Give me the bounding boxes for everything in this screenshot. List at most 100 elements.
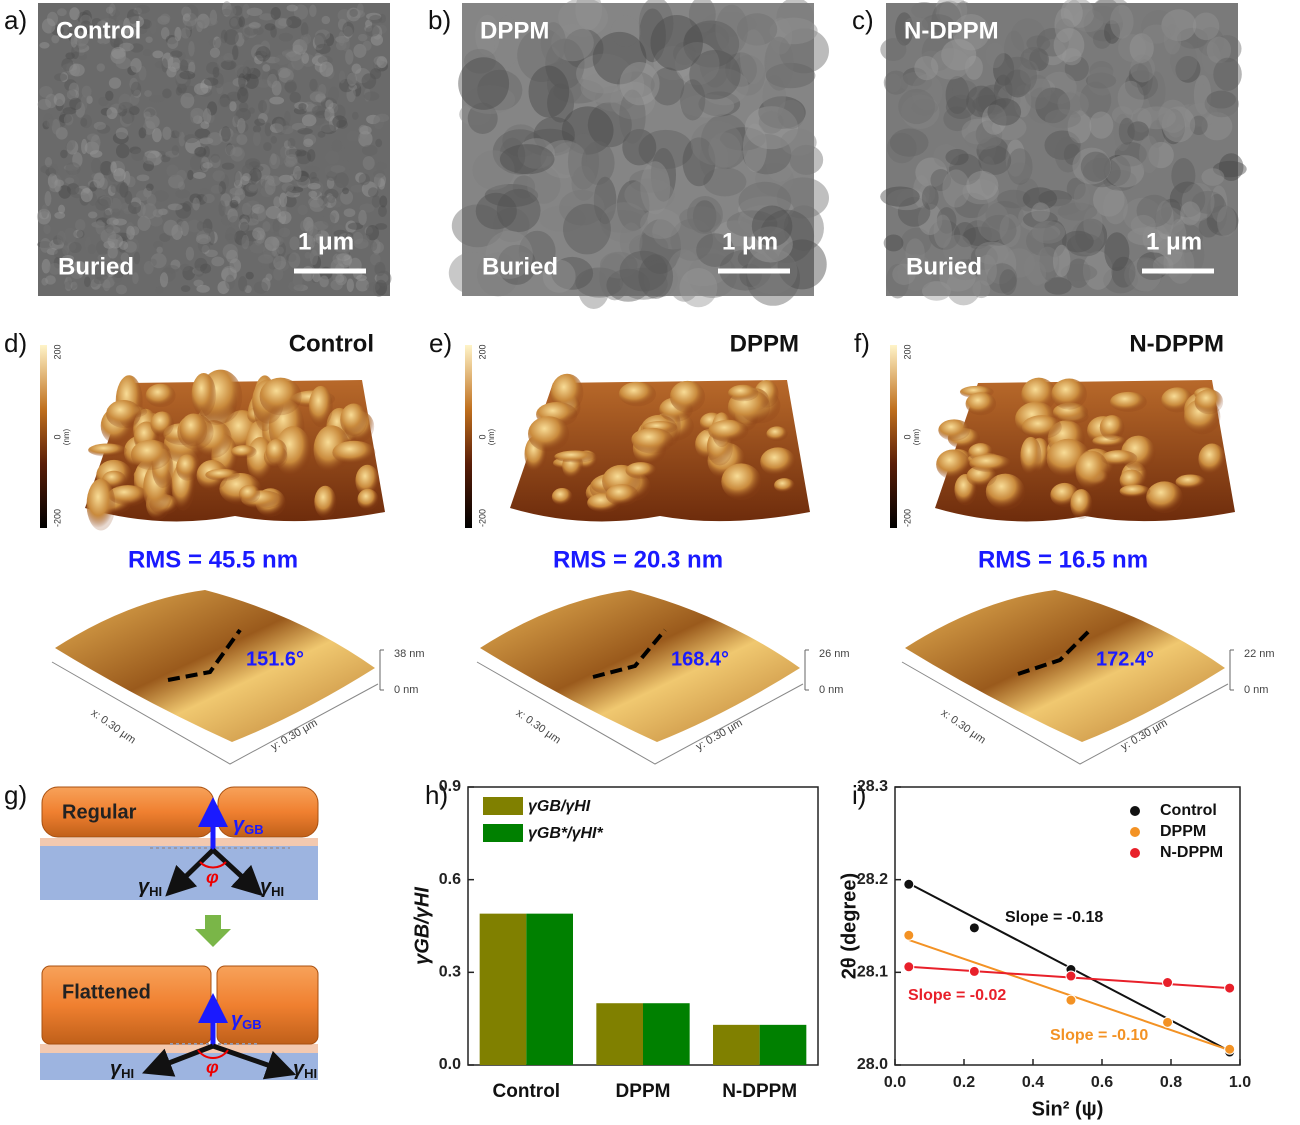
sem-grain xyxy=(128,106,140,116)
sem-grain xyxy=(321,60,332,74)
sem-grain xyxy=(303,216,314,232)
sem-grain xyxy=(73,229,84,239)
sem-grain xyxy=(332,271,341,282)
sem-grain xyxy=(297,204,308,216)
x-tick-label: 0.2 xyxy=(953,1074,975,1091)
afm-grain xyxy=(527,416,570,452)
sem-grain xyxy=(221,267,237,283)
legend-swatch xyxy=(483,824,523,842)
sem-grain xyxy=(162,126,172,140)
sem-grain xyxy=(1197,27,1225,57)
sem-grain xyxy=(650,14,703,71)
sem-grain xyxy=(1073,183,1091,211)
sem-grain xyxy=(251,168,261,184)
sem-grain xyxy=(280,125,294,135)
sem-grain xyxy=(192,115,203,124)
gamma-subscript: GB xyxy=(244,822,264,837)
sem-grain xyxy=(159,232,171,242)
sem-grain xyxy=(270,25,277,38)
sem-grain xyxy=(91,172,104,180)
sem-grain xyxy=(229,101,237,112)
sem-grain xyxy=(320,97,337,110)
sem-grain xyxy=(112,218,127,226)
sem-grain xyxy=(1113,113,1132,152)
sem-grain xyxy=(182,201,192,212)
sem-grain xyxy=(736,13,778,46)
sem-grain xyxy=(987,98,1022,126)
sem-grain xyxy=(60,72,69,83)
sem-grain xyxy=(143,260,154,275)
sem-grain xyxy=(41,277,49,286)
sem-grain xyxy=(715,4,748,55)
sem-grain xyxy=(211,256,225,267)
sem-grain xyxy=(255,234,265,245)
sem-grain xyxy=(319,236,327,248)
sem-grain xyxy=(670,218,714,261)
sem-grain xyxy=(199,137,214,145)
sem-grain xyxy=(897,254,934,291)
sem-grain xyxy=(622,129,657,166)
sem-grain xyxy=(242,24,258,39)
sem-grain xyxy=(975,86,1001,120)
sem-grain xyxy=(198,87,213,97)
sem-grain xyxy=(320,123,335,133)
sem-grain xyxy=(180,92,195,109)
sem-grain xyxy=(306,149,316,162)
sem-grain xyxy=(1212,35,1242,63)
sem-grain xyxy=(272,251,280,261)
angle-label: 172.4° xyxy=(1096,648,1154,670)
sem-grain xyxy=(1218,153,1244,182)
sem-grain xyxy=(1161,9,1197,42)
sem-grain xyxy=(475,14,500,57)
sem-grain xyxy=(78,53,88,60)
sem-grain xyxy=(275,120,290,131)
sem-grain xyxy=(311,181,324,195)
sem-grain xyxy=(379,195,388,208)
sem-grain xyxy=(293,284,309,292)
y-tick-label: 28.0 xyxy=(857,1056,888,1073)
sem-grain xyxy=(178,131,186,147)
sem-grain xyxy=(1044,130,1081,160)
sem-grain xyxy=(1169,219,1187,255)
sem-grain xyxy=(308,190,318,198)
sem-grain xyxy=(91,18,103,29)
sem-grain xyxy=(699,138,729,180)
sem-grain xyxy=(448,251,498,295)
sem-grain xyxy=(981,214,1017,246)
sem-grain xyxy=(314,32,327,49)
sem-grain xyxy=(175,70,189,85)
sem-grain xyxy=(502,124,540,158)
sem-grain xyxy=(89,181,98,192)
sem-grain xyxy=(619,267,668,300)
sem-grain xyxy=(278,227,291,238)
sem-grain xyxy=(190,110,200,124)
sem-grain xyxy=(259,40,271,56)
sem-grain xyxy=(895,12,914,46)
sem-grain xyxy=(358,209,367,226)
sem-grain xyxy=(133,7,143,15)
gb-profile xyxy=(167,628,242,682)
sem-grain xyxy=(207,101,218,116)
sem-grain xyxy=(465,85,516,114)
sem-grain xyxy=(459,102,492,126)
sem-grain xyxy=(111,46,126,60)
sem-grain xyxy=(755,162,794,197)
sem-grain xyxy=(1082,157,1121,188)
afm-grain xyxy=(625,462,657,479)
sem-grain xyxy=(119,42,134,52)
sem-grain xyxy=(571,165,596,201)
sem-grain xyxy=(312,243,325,258)
sem-grain xyxy=(160,27,170,40)
sem-grain xyxy=(221,205,236,213)
afm-grain xyxy=(191,372,216,417)
sem-grain xyxy=(80,114,92,129)
sem-grain xyxy=(1010,18,1046,53)
panel-letter: g) xyxy=(4,780,27,810)
sem-grain xyxy=(952,14,990,51)
sem-grain xyxy=(307,187,321,198)
bar xyxy=(596,1003,643,1065)
sem-grain xyxy=(305,103,318,112)
sem-grain xyxy=(152,209,164,218)
sem-grain xyxy=(304,220,314,236)
phi-label: φ xyxy=(206,1057,219,1077)
